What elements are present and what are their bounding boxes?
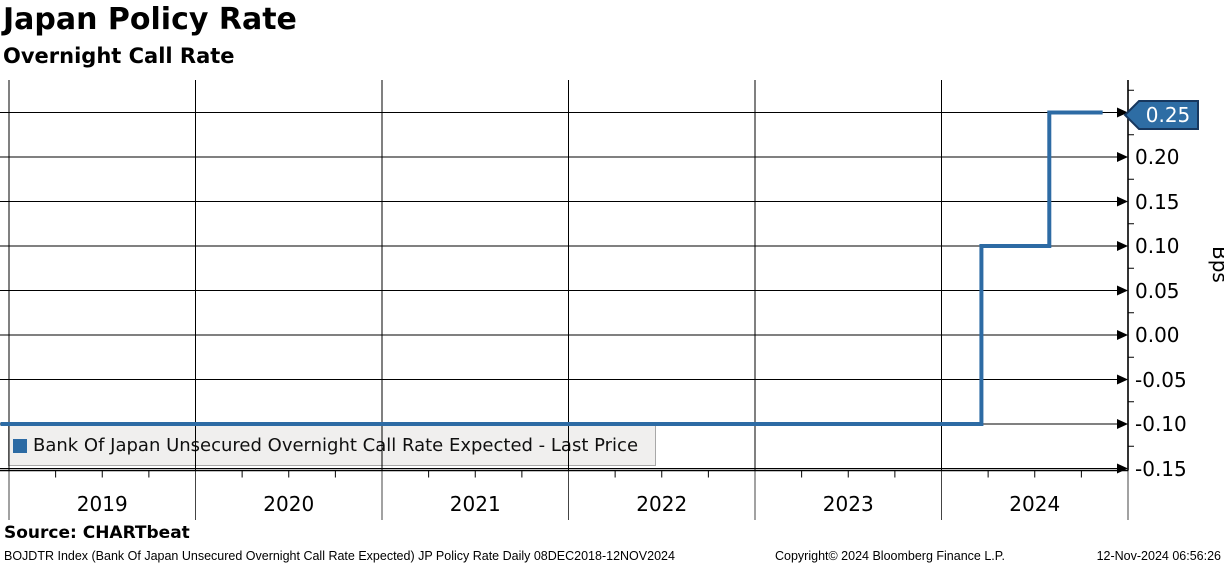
y-major-tick-arrow-icon [1117, 285, 1128, 296]
legend-box: Bank Of Japan Unsecured Overnight Call R… [8, 425, 656, 466]
y-major-tick-arrow-icon [1117, 463, 1128, 474]
footer-ticker-description: BOJDTR Index (Bank Of Japan Unsecured Ov… [4, 549, 675, 563]
legend-label: Bank Of Japan Unsecured Overnight Call R… [33, 435, 639, 456]
price-bubble-shape [1123, 100, 1199, 130]
y-major-tick-arrow-icon [1117, 241, 1128, 251]
policy-rate-step-line [0, 110, 1103, 426]
footer-copyright: Copyright© 2024 Bloomberg Finance L.P. [775, 549, 1005, 563]
legend-swatch-icon [13, 438, 27, 453]
y-major-tick-arrow-icon [1117, 419, 1128, 429]
y-axis-title: Bps [1208, 246, 1224, 283]
y-major-tick-arrow-icon [1117, 107, 1128, 118]
footer-bar: BOJDTR Index (Bank Of Japan Unsecured Ov… [0, 549, 1224, 565]
page-subtitle: Overnight Call Rate [3, 44, 235, 68]
y-major-tick-arrow-icon [1117, 374, 1128, 385]
last-price-value: 0.25 [1146, 103, 1191, 127]
y-major-tick-arrow-icon [1117, 152, 1128, 162]
footer-timestamp: 12-Nov-2024 06:56:26 [1096, 549, 1221, 563]
y-major-tick-arrow-icon [1117, 196, 1128, 207]
y-major-tick-arrow-icon [1117, 330, 1128, 340]
last-price-bubble: 0.25 [1123, 100, 1199, 130]
page-title: Japan Policy Rate [3, 2, 297, 37]
source-note: Source: CHARTbeat [4, 523, 190, 543]
